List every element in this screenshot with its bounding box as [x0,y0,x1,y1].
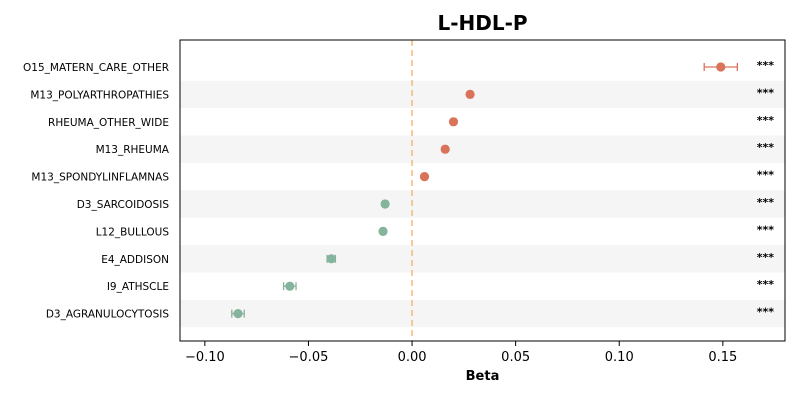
point-marker [440,144,450,154]
plot-frame [179,39,786,342]
category-label: M13_POLYARTHROPATHIES [30,89,169,101]
x-axis-title: Beta [466,369,500,384]
point-marker [233,309,243,319]
point-marker [380,199,390,209]
category-label: D3_SARCOIDOSIS [77,199,170,211]
category-labels: O15_MATERN_CARE_OTHER M13_POLYARTHROPATHI… [23,62,170,321]
row-bands [180,80,785,328]
row-band [180,190,785,218]
category-label: M13_RHEUMA [96,144,170,156]
significance-label: *** [757,306,775,319]
category-label: E4_ADDISON [101,254,169,266]
significance-label: *** [757,114,775,127]
significance-label: *** [757,223,775,236]
x-tick-label: 0.15 [708,350,737,365]
row-band [180,135,785,163]
row-band [180,245,785,273]
significance-label: *** [757,278,775,291]
significance-label: *** [757,86,775,99]
point-marker [285,281,295,291]
point-marker [465,89,475,99]
point-marker [419,172,430,182]
point-marker [378,226,388,236]
significance-label: *** [757,196,775,209]
chart-title: L-HDL-P [437,11,527,35]
significance-label: *** [757,169,775,182]
category-label: O15_MATERN_CARE_OTHER [23,62,169,74]
category-label: I9_ATHSCLE [107,281,169,293]
x-tick-label: −0.05 [289,350,329,365]
x-tick-label: 0.10 [605,350,634,365]
row-band [180,80,785,109]
x-tick-label: 0.05 [501,350,530,365]
category-label: RHEUMA_OTHER_WIDE [48,117,169,129]
row-band [180,299,785,328]
point-marker [448,117,459,127]
significance-label: *** [757,141,775,154]
significance-labels: *** *** *** *** *** *** *** *** *** *** [757,59,775,319]
x-axis-ticks: −0.10 −0.05 0.00 0.05 0.10 0.15 [185,341,737,365]
significance-label: *** [757,59,775,72]
point-marker [326,254,336,264]
x-tick-label: −0.10 [185,350,225,365]
x-tick-label: 0.00 [398,350,427,365]
data-marks [231,62,738,319]
point-marker [716,62,726,72]
significance-label: *** [757,251,775,264]
category-label: M13_SPONDYLINFLAMNAS [31,172,169,184]
category-label: L12_BULLOUS [96,226,170,238]
category-label: D3_AGRANULOCYTOSIS [46,309,169,321]
